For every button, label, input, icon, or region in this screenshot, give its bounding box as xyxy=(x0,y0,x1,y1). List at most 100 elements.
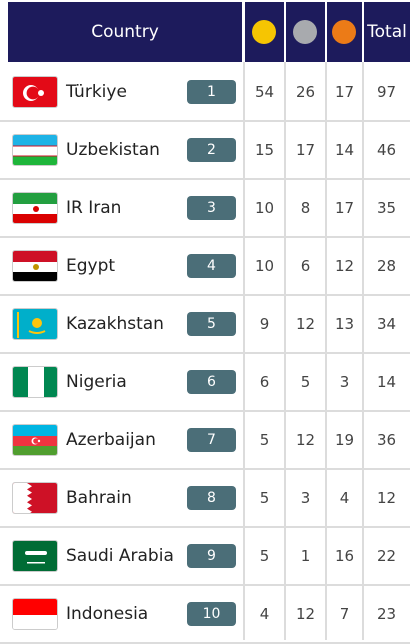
gold-count: 54 xyxy=(254,83,275,101)
flag xyxy=(12,482,58,514)
row-divider xyxy=(0,584,410,586)
total-count: 28 xyxy=(376,257,397,275)
country-name: Indonesia xyxy=(66,604,149,624)
total-count: 34 xyxy=(376,315,397,333)
row-divider xyxy=(0,294,410,296)
rank-badge: 10 xyxy=(187,602,236,626)
row-divider xyxy=(0,178,410,180)
flag xyxy=(12,598,58,630)
silver-count: 6 xyxy=(300,257,311,275)
silver-count: 5 xyxy=(300,373,311,391)
header-label: Total xyxy=(367,22,407,42)
gold-count: 6 xyxy=(259,373,270,391)
row-divider xyxy=(0,526,410,528)
gold-count: 9 xyxy=(259,315,270,333)
rank-badge: 3 xyxy=(187,196,236,220)
silver-icon xyxy=(293,20,317,44)
column-divider xyxy=(362,62,364,640)
bronze-count: 14 xyxy=(334,141,355,159)
flag-image xyxy=(13,251,57,281)
rank-badge: 5 xyxy=(187,312,236,336)
bronze-count: 12 xyxy=(334,257,355,275)
column-divider xyxy=(325,62,327,640)
gold-count: 10 xyxy=(254,257,275,275)
row-divider xyxy=(0,236,410,238)
flag-image xyxy=(13,541,57,571)
flag xyxy=(12,540,58,572)
flag-image xyxy=(13,77,57,107)
bronze-count: 7 xyxy=(339,605,350,623)
flag-image xyxy=(13,309,57,339)
country-name: Kazakhstan xyxy=(66,314,164,334)
flag-image xyxy=(13,193,57,223)
rank-badge: 7 xyxy=(187,428,236,452)
flag-image xyxy=(13,599,57,629)
country-name: Türkiye xyxy=(66,82,127,102)
gold-icon xyxy=(252,20,276,44)
flag-image xyxy=(13,135,57,165)
rank-badge: 2 xyxy=(187,138,236,162)
header-label: Country xyxy=(91,22,159,42)
country-name: IR Iran xyxy=(66,198,122,218)
gold-count: 10 xyxy=(254,199,275,217)
column-divider xyxy=(243,62,245,640)
total-count: 23 xyxy=(376,605,397,623)
rank-badge: 4 xyxy=(187,254,236,278)
total-count: 14 xyxy=(376,373,397,391)
bronze-count: 4 xyxy=(339,489,350,507)
rank-badge: 6 xyxy=(187,370,236,394)
silver-count: 1 xyxy=(300,547,311,565)
silver-count: 12 xyxy=(295,315,316,333)
country-name: Saudi Arabia xyxy=(66,546,174,566)
bronze-count: 16 xyxy=(334,547,355,565)
bronze-count: 3 xyxy=(339,373,350,391)
silver-count: 12 xyxy=(295,605,316,623)
total-count: 35 xyxy=(376,199,397,217)
silver-count: 17 xyxy=(295,141,316,159)
flag xyxy=(12,308,58,340)
gold-count: 15 xyxy=(254,141,275,159)
gold-count: 5 xyxy=(259,431,270,449)
flag xyxy=(12,250,58,282)
country-name: Uzbekistan xyxy=(66,140,160,160)
flag xyxy=(12,134,58,166)
silver-count: 8 xyxy=(300,199,311,217)
gold-count: 5 xyxy=(259,489,270,507)
flag-image xyxy=(13,483,57,513)
gold-count: 5 xyxy=(259,547,270,565)
country-name: Bahrain xyxy=(66,488,132,508)
row-divider xyxy=(0,468,410,470)
total-count: 12 xyxy=(376,489,397,507)
flag-image xyxy=(13,367,57,397)
silver-count: 12 xyxy=(295,431,316,449)
header-total: Total xyxy=(364,2,410,62)
header-country: Country xyxy=(8,2,242,62)
country-name: Egypt xyxy=(66,256,116,276)
country-name: Nigeria xyxy=(66,372,127,392)
rank-badge: 9 xyxy=(187,544,236,568)
bronze-count: 17 xyxy=(334,83,355,101)
bronze-count: 13 xyxy=(334,315,355,333)
country-name: Azerbaijan xyxy=(66,430,156,450)
row-divider xyxy=(0,352,410,354)
rank-badge: 8 xyxy=(187,486,236,510)
row-divider xyxy=(0,410,410,412)
row-divider xyxy=(0,120,410,122)
silver-count: 26 xyxy=(295,83,316,101)
total-count: 22 xyxy=(376,547,397,565)
bronze-count: 17 xyxy=(334,199,355,217)
flag xyxy=(12,76,58,108)
bronze-icon xyxy=(332,20,356,44)
flag xyxy=(12,424,58,456)
rank-badge: 1 xyxy=(187,80,236,104)
silver-count: 3 xyxy=(300,489,311,507)
total-count: 97 xyxy=(376,83,397,101)
total-count: 36 xyxy=(376,431,397,449)
column-divider xyxy=(284,62,286,640)
flag-image xyxy=(13,425,57,455)
flag xyxy=(12,366,58,398)
total-count: 46 xyxy=(376,141,397,159)
flag xyxy=(12,192,58,224)
bronze-count: 19 xyxy=(334,431,355,449)
